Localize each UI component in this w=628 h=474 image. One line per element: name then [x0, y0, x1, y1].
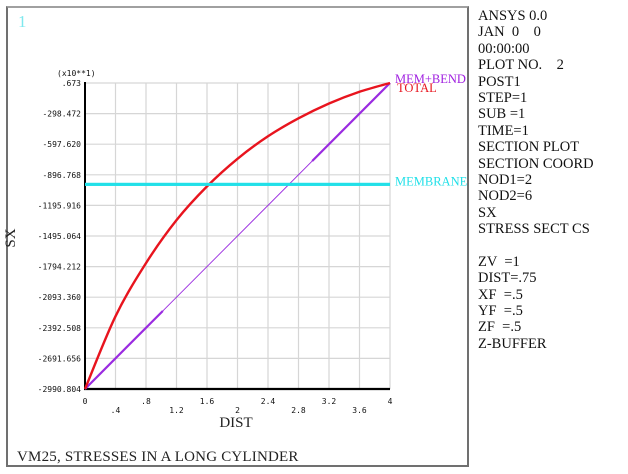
info-line: DIST=.75 [478, 270, 537, 287]
y-tick-label: -597.620 [42, 140, 81, 149]
y-tick-label: -1495.064 [38, 232, 82, 241]
data-series [83, 81, 391, 390]
x-tick-label: 1.2 [169, 406, 184, 415]
series-total-line [83, 81, 391, 390]
y-multiplier-label: (x10**1) [57, 69, 96, 78]
y-tick-label: .673 [62, 79, 81, 88]
x-tick-label: 2 [235, 406, 240, 415]
y-tick-label: -2392.508 [38, 324, 82, 333]
x-tick-label: 4 [388, 397, 393, 406]
y-axis-title: SX [3, 228, 19, 247]
info-line: ZF =.5 [478, 319, 522, 336]
axes [84, 82, 390, 391]
series-membend-segment [311, 82, 391, 162]
window-number: 1 [18, 12, 27, 31]
y-tick-label: -896.768 [42, 171, 81, 180]
info-line [478, 237, 594, 253]
info-line: TIME=1 [478, 122, 529, 139]
info-line: JAN 0 0 [478, 24, 541, 41]
info-line: POST1 [478, 73, 521, 90]
x-tick-label: 2.8 [291, 406, 306, 415]
x-tick-label: .4 [111, 406, 121, 415]
info-line: PLOT NO. 2 [478, 57, 564, 74]
legend-label-mem-bend: MEM+BEND [395, 72, 466, 86]
series-membend-segment [84, 310, 164, 390]
info-panel: ANSYS 0.0 JAN 0 0 00:00:00 PLOT NO. 2 POST1 S… [478, 8, 594, 352]
info-line: SX [478, 204, 497, 221]
x-tick-label: 1.6 [200, 397, 215, 406]
y-tick-label: -1794.212 [38, 263, 82, 272]
y-axis-ticks: .673 -298.472 -597.620 -896.768 -1195.916 -14… [38, 79, 82, 394]
info-line: NOD2=6 [478, 188, 533, 205]
x-tick-label: 2.4 [261, 397, 276, 406]
legend-label-total: TOTAL [397, 81, 437, 95]
y-tick-label: -2093.360 [38, 293, 82, 302]
info-line: Z-BUFFER [478, 335, 547, 352]
info-line: STEP=1 [478, 89, 528, 106]
x-tick-label: .8 [141, 397, 151, 406]
y-tick-label: -2990.804 [38, 385, 82, 394]
info-line: ZV =1 [478, 253, 520, 270]
x-tick-label: 3.2 [322, 397, 337, 406]
x-tick-label: 0 [83, 397, 88, 406]
info-line: SECTION PLOT [478, 139, 580, 156]
x-axis-ticks: 0 .4 .8 1.2 1.6 2 2.4 2.8 3.2 3.6 4 [83, 397, 393, 415]
x-axis-title: DIST [219, 415, 252, 431]
y-tick-label: -1195.916 [38, 201, 82, 210]
info-line: XF =.5 [478, 286, 523, 303]
info-line: 00:00:00 [478, 40, 530, 57]
x-tick-label: 3.6 [352, 406, 367, 415]
info-line: NOD1=2 [478, 171, 533, 188]
y-tick-label: -298.472 [42, 110, 81, 119]
info-line: SECTION COORD [478, 155, 594, 172]
legend-label-membrane: MEMBRANE [395, 174, 468, 188]
info-line: ANSYS 0.0 [478, 8, 548, 24]
info-line: STRESS SECT CS [478, 221, 590, 238]
info-line: YF =.5 [478, 303, 523, 320]
info-line: SUB =1 [478, 106, 526, 123]
plot-title-footer: VM25, STRESSES IN A LONG CYLINDER [17, 449, 299, 465]
y-tick-label: -2691.656 [38, 354, 82, 363]
